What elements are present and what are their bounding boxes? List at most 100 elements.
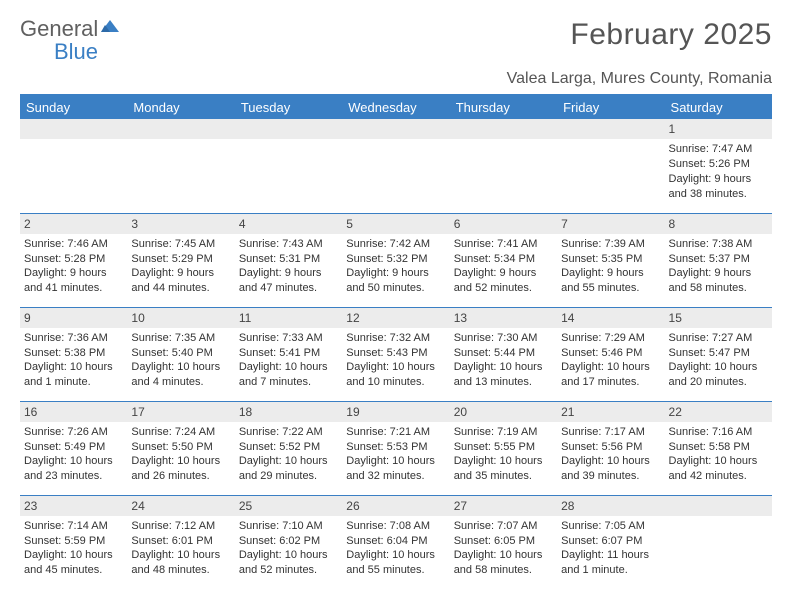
day-number: 28 (557, 496, 664, 516)
sunset-text: Sunset: 5:41 PM (239, 346, 338, 361)
daylight-text: Daylight: 10 hours and 32 minutes. (346, 454, 445, 484)
sunset-text: Sunset: 5:37 PM (669, 252, 768, 267)
day-info: Sunrise: 7:30 AMSunset: 5:44 PMDaylight:… (454, 331, 553, 390)
day-number: 24 (127, 496, 234, 516)
daylight-text: Daylight: 9 hours and 44 minutes. (131, 266, 230, 296)
day-cell: 9 Sunrise: 7:36 AMSunset: 5:38 PMDaylight… (20, 307, 127, 401)
day-number (342, 119, 449, 139)
dow-sun: Sunday (20, 96, 127, 119)
daylight-text: Daylight: 10 hours and 55 minutes. (346, 548, 445, 578)
day-cell: 26 Sunrise: 7:08 AMSunset: 6:04 PMDayligh… (342, 495, 449, 589)
day-cell: 28Sunrise: 7:05 AMSunset: 6:07 PMDayligh… (557, 495, 664, 589)
sunrise-text: Sunrise: 7:08 AM (346, 519, 445, 534)
day-number: 14 (557, 308, 664, 328)
sunrise-text: Sunrise: 7:36 AM (24, 331, 123, 346)
logo-word1: General (20, 16, 98, 41)
day-number (665, 496, 772, 516)
sunset-text: Sunset: 5:38 PM (24, 346, 123, 361)
sunset-text: Sunset: 5:26 PM (669, 157, 768, 172)
day-cell (557, 119, 664, 213)
day-info: Sunrise: 7:16 AMSunset: 5:58 PMDaylight:… (669, 425, 768, 484)
daylight-text: Daylight: 10 hours and 45 minutes. (24, 548, 123, 578)
daylight-text: Daylight: 10 hours and 13 minutes. (454, 360, 553, 390)
calendar-page: General Blue February 2025 Valea Larga, … (0, 0, 792, 589)
sunrise-text: Sunrise: 7:17 AM (561, 425, 660, 440)
day-number: 11 (235, 308, 342, 328)
day-number: 4 (235, 214, 342, 234)
dow-mon: Monday (127, 96, 234, 119)
day-cell: 22Sunrise: 7:16 AMSunset: 5:58 PMDayligh… (665, 401, 772, 495)
daylight-text: Daylight: 10 hours and 39 minutes. (561, 454, 660, 484)
day-info: Sunrise: 7:36 AMSunset: 5:38 PMDaylight:… (24, 331, 123, 390)
day-number: 27 (450, 496, 557, 516)
dow-tue: Tuesday (235, 96, 342, 119)
day-cell (20, 119, 127, 213)
sunrise-text: Sunrise: 7:39 AM (561, 237, 660, 252)
daylight-text: Daylight: 10 hours and 4 minutes. (131, 360, 230, 390)
location-text: Valea Larga, Mures County, Romania (20, 70, 772, 96)
sunset-text: Sunset: 6:05 PM (454, 534, 553, 549)
sunset-text: Sunset: 5:43 PM (346, 346, 445, 361)
daylight-text: Daylight: 10 hours and 7 minutes. (239, 360, 338, 390)
day-cell (235, 119, 342, 213)
day-cell (342, 119, 449, 213)
sunset-text: Sunset: 5:47 PM (669, 346, 768, 361)
day-number: 19 (342, 402, 449, 422)
daylight-text: Daylight: 9 hours and 50 minutes. (346, 266, 445, 296)
day-info: Sunrise: 7:08 AMSunset: 6:04 PMDaylight:… (346, 519, 445, 578)
day-cell: 2Sunrise: 7:46 AMSunset: 5:28 PMDaylight… (20, 213, 127, 307)
day-cell: 7Sunrise: 7:39 AMSunset: 5:35 PMDaylight… (557, 213, 664, 307)
sunrise-text: Sunrise: 7:19 AM (454, 425, 553, 440)
day-info: Sunrise: 7:45 AMSunset: 5:29 PMDaylight:… (131, 237, 230, 296)
day-number: 20 (450, 402, 557, 422)
day-cell: 12Sunrise: 7:32 AMSunset: 5:43 PMDayligh… (342, 307, 449, 401)
logo-word2: Blue (54, 39, 98, 64)
daylight-text: Daylight: 10 hours and 52 minutes. (239, 548, 338, 578)
day-number: 6 (450, 214, 557, 234)
day-info: Sunrise: 7:26 AMSunset: 5:49 PMDaylight:… (24, 425, 123, 484)
week-row: 2Sunrise: 7:46 AMSunset: 5:28 PMDaylight… (20, 213, 772, 307)
sunrise-text: Sunrise: 7:26 AM (24, 425, 123, 440)
daylight-text: Daylight: 10 hours and 29 minutes. (239, 454, 338, 484)
sunrise-text: Sunrise: 7:16 AM (669, 425, 768, 440)
day-number: 21 (557, 402, 664, 422)
day-number: 1 (665, 119, 772, 139)
day-number: 26 (342, 496, 449, 516)
day-cell: 4Sunrise: 7:43 AMSunset: 5:31 PMDaylight… (235, 213, 342, 307)
day-info: Sunrise: 7:42 AMSunset: 5:32 PMDaylight:… (346, 237, 445, 296)
month-title: February 2025 (570, 18, 772, 52)
sunset-text: Sunset: 5:52 PM (239, 440, 338, 455)
day-info: Sunrise: 7:35 AMSunset: 5:40 PMDaylight:… (131, 331, 230, 390)
sunset-text: Sunset: 5:40 PM (131, 346, 230, 361)
header: General Blue February 2025 (20, 18, 772, 64)
day-info: Sunrise: 7:32 AMSunset: 5:43 PMDaylight:… (346, 331, 445, 390)
sunrise-text: Sunrise: 7:14 AM (24, 519, 123, 534)
sunrise-text: Sunrise: 7:21 AM (346, 425, 445, 440)
day-number: 15 (665, 308, 772, 328)
sunrise-text: Sunrise: 7:47 AM (669, 142, 768, 157)
daylight-text: Daylight: 9 hours and 41 minutes. (24, 266, 123, 296)
day-number: 8 (665, 214, 772, 234)
day-number: 16 (20, 402, 127, 422)
sunset-text: Sunset: 5:31 PM (239, 252, 338, 267)
day-info: Sunrise: 7:29 AMSunset: 5:46 PMDaylight:… (561, 331, 660, 390)
day-cell (450, 119, 557, 213)
day-number: 9 (20, 308, 127, 328)
sunrise-text: Sunrise: 7:41 AM (454, 237, 553, 252)
sunset-text: Sunset: 5:46 PM (561, 346, 660, 361)
day-cell: 1 Sunrise: 7:47 AMSunset: 5:26 PMDaylight… (665, 119, 772, 213)
day-info: Sunrise: 7:21 AMSunset: 5:53 PMDaylight:… (346, 425, 445, 484)
day-number (235, 119, 342, 139)
day-number (127, 119, 234, 139)
day-number (557, 119, 664, 139)
daylight-text: Daylight: 9 hours and 47 minutes. (239, 266, 338, 296)
day-number: 10 (127, 308, 234, 328)
day-number: 13 (450, 308, 557, 328)
daylight-text: Daylight: 10 hours and 1 minute. (24, 360, 123, 390)
week-row: 16 Sunrise: 7:26 AMSunset: 5:49 PMDayligh… (20, 401, 772, 495)
sunrise-text: Sunrise: 7:38 AM (669, 237, 768, 252)
daylight-text: Daylight: 9 hours and 52 minutes. (454, 266, 553, 296)
day-info: Sunrise: 7:47 AMSunset: 5:26 PMDaylight:… (669, 142, 768, 201)
sunrise-text: Sunrise: 7:22 AM (239, 425, 338, 440)
sunrise-text: Sunrise: 7:12 AM (131, 519, 230, 534)
